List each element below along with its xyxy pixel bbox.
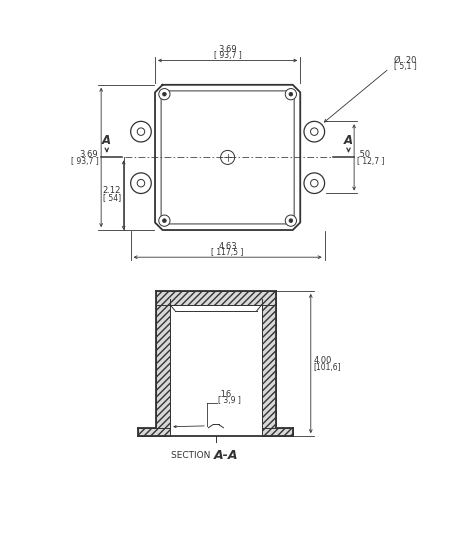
Circle shape [304,173,325,194]
Text: 4.63: 4.63 [219,242,237,250]
Text: A-A: A-A [214,449,238,462]
Text: 4.00: 4.00 [314,356,332,365]
Bar [138,427,170,436]
Text: [ 93,7 ]: [ 93,7 ] [71,157,98,166]
Text: 3.69: 3.69 [219,45,237,54]
Text: .50: .50 [357,150,370,159]
Bar [156,291,170,427]
Bar [156,291,276,305]
Circle shape [289,219,293,223]
Circle shape [159,89,170,100]
Text: [ 3,9 ]: [ 3,9 ] [218,396,241,405]
Circle shape [131,173,151,194]
Text: Ø .20: Ø .20 [394,56,416,65]
Text: [ 93,7 ]: [ 93,7 ] [214,51,242,60]
Circle shape [163,219,166,223]
Circle shape [163,93,166,96]
Circle shape [289,93,293,96]
Bar [262,291,276,427]
Circle shape [159,215,170,226]
Text: .16: .16 [218,390,231,399]
Text: [101,6]: [101,6] [314,363,341,372]
Text: [ 12,7 ]: [ 12,7 ] [357,157,384,166]
Text: A: A [344,134,353,147]
Circle shape [131,121,151,142]
Text: 2.12: 2.12 [102,186,121,195]
Bar [262,427,293,436]
Text: [ 5,1 ]: [ 5,1 ] [394,62,417,71]
Circle shape [285,89,297,100]
Text: [ 117,5 ]: [ 117,5 ] [211,248,244,257]
Text: A: A [102,134,111,147]
Text: [ 54]: [ 54] [103,193,121,202]
Circle shape [285,215,297,226]
Text: 3.69: 3.69 [80,150,98,159]
Text: SECTION: SECTION [171,452,214,460]
Circle shape [304,121,325,142]
